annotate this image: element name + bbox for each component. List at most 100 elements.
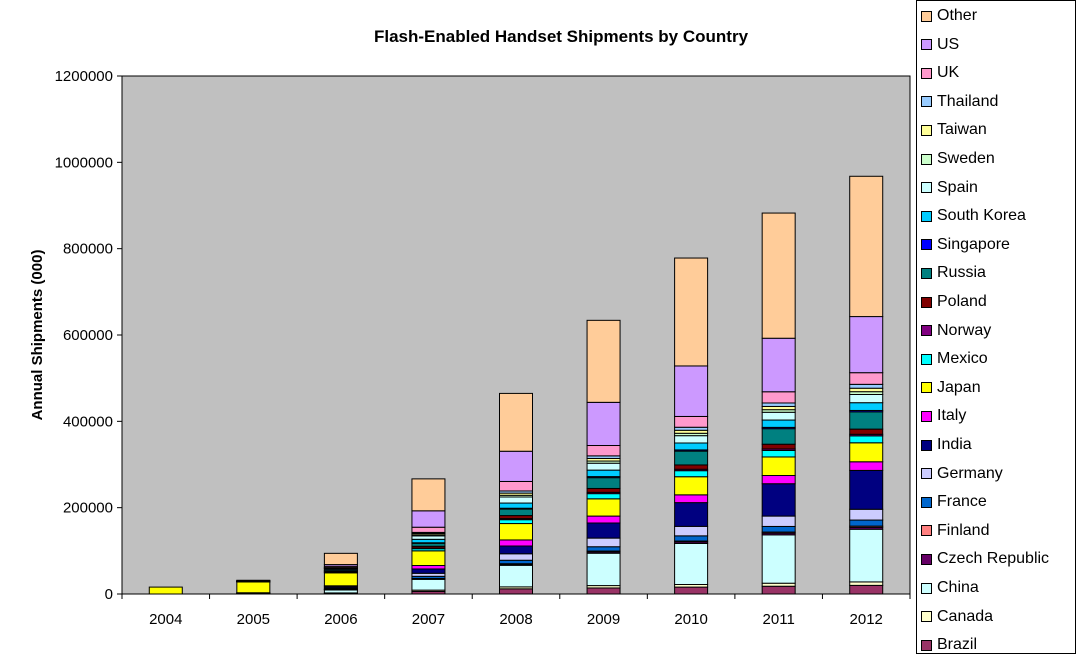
y-tick-label: 600000 xyxy=(63,327,113,344)
bar-segment-india-2008 xyxy=(500,546,533,554)
legend-swatch xyxy=(921,640,932,651)
legend-swatch xyxy=(921,411,932,422)
legend-label: Finland xyxy=(937,522,989,540)
bar-segment-other-2007 xyxy=(412,479,445,511)
bar-segment-other-2010 xyxy=(675,258,708,366)
bar-segment-spain-2009 xyxy=(587,463,620,470)
bar-segment-china-2009 xyxy=(587,553,620,585)
bar-segment-china-2008 xyxy=(500,565,533,587)
legend-item-norway: Norway xyxy=(921,317,991,345)
legend-label: Thailand xyxy=(937,93,998,111)
bar-segment-japan-2008 xyxy=(500,524,533,540)
bar-segment-poland-2010 xyxy=(675,465,708,469)
bar-segment-uk-2007 xyxy=(412,527,445,532)
x-tick-label: 2004 xyxy=(149,611,182,628)
chart: Flash-Enabled Handset Shipments by Count… xyxy=(0,0,916,656)
legend-swatch xyxy=(921,39,932,50)
x-tick-label: 2011 xyxy=(763,611,795,628)
bar-segment-france-2011 xyxy=(762,526,795,532)
y-axis-label: Annual Shipments (000) xyxy=(29,250,46,421)
bar-segment-south-korea-2007 xyxy=(412,539,445,542)
bar-segment-japan-2010 xyxy=(675,477,708,495)
bar-segment-spain-2011 xyxy=(762,412,795,420)
legend-item-brazil: Brazil xyxy=(921,631,977,659)
bar-segment-uk-2010 xyxy=(675,416,708,427)
bar-segment-us-2008 xyxy=(500,451,533,481)
bar-segment-other-2011 xyxy=(762,213,795,338)
bar-segment-china-2010 xyxy=(675,543,708,584)
legend-label: Japan xyxy=(937,379,981,397)
bar-segment-spain-2008 xyxy=(500,497,533,503)
legend-label: Poland xyxy=(937,293,987,311)
legend-item-canada: Canada xyxy=(921,603,993,631)
bar-segment-us-2010 xyxy=(675,366,708,417)
bar-segment-uk-2012 xyxy=(850,373,883,385)
legend-item-us: US xyxy=(921,31,959,59)
bar-segment-japan-2011 xyxy=(762,457,795,476)
x-tick-label: 2012 xyxy=(850,611,883,628)
legend-swatch xyxy=(921,325,932,336)
bar-segment-uk-2008 xyxy=(500,481,533,490)
chart-title: Flash-Enabled Handset Shipments by Count… xyxy=(374,27,749,46)
legend-item-spain: Spain xyxy=(921,174,978,202)
legend-item-thailand: Thailand xyxy=(921,88,998,116)
legend-label: Russia xyxy=(937,264,986,282)
x-tick-label: 2005 xyxy=(237,611,270,628)
legend-item-sweden: Sweden xyxy=(921,145,995,173)
bar-segment-japan-2007 xyxy=(412,551,445,566)
bar-segment-japan-2004 xyxy=(149,587,182,594)
legend-swatch xyxy=(921,11,932,22)
y-tick-label: 1000000 xyxy=(55,154,113,171)
legend-swatch xyxy=(921,68,932,79)
bar-segment-south-korea-2010 xyxy=(675,443,708,450)
legend-swatch xyxy=(921,440,932,451)
bar-segment-france-2008 xyxy=(500,560,533,563)
bar-segment-france-2010 xyxy=(675,536,708,541)
legend-swatch xyxy=(921,468,932,479)
bar-segment-italy-2010 xyxy=(675,495,708,503)
legend-swatch xyxy=(921,525,932,536)
bar-segment-france-2009 xyxy=(587,547,620,551)
bar-segment-south-korea-2012 xyxy=(850,403,883,411)
bar-segment-germany-2008 xyxy=(500,554,533,560)
bar-segment-brazil-2008 xyxy=(500,589,533,594)
legend-item-mexico: Mexico xyxy=(921,345,988,373)
bar-segment-other-2012 xyxy=(850,176,883,316)
bar-segment-poland-2011 xyxy=(762,444,795,449)
legend-swatch xyxy=(921,497,932,508)
bar-segment-russia-2011 xyxy=(762,429,795,445)
bar-segment-thailand-2012 xyxy=(850,384,883,388)
bar-segment-mexico-2010 xyxy=(675,471,708,477)
bar-segment-russia-2010 xyxy=(675,451,708,465)
legend-swatch xyxy=(921,583,932,594)
legend-swatch xyxy=(921,382,932,393)
legend-swatch xyxy=(921,268,932,279)
legend-item-china: China xyxy=(921,574,979,602)
legend-label: Norway xyxy=(937,322,991,340)
y-tick-label: 400000 xyxy=(63,413,113,430)
bar-segment-china-2012 xyxy=(850,529,883,582)
legend-item-other: Other xyxy=(921,2,977,30)
bar-segment-poland-2009 xyxy=(587,488,620,492)
legend-item-singapore: Singapore xyxy=(921,231,1010,259)
legend-swatch xyxy=(921,96,932,107)
legend-label: Taiwan xyxy=(937,121,987,139)
legend-label: India xyxy=(937,436,972,454)
legend-label: Other xyxy=(937,7,977,25)
legend-swatch xyxy=(921,297,932,308)
legend-item-germany: Germany xyxy=(921,460,1003,488)
bar-segment-china-2007 xyxy=(412,579,445,590)
bar-segment-india-2011 xyxy=(762,484,795,516)
legend-item-india: India xyxy=(921,431,972,459)
legend-swatch xyxy=(921,611,932,622)
bar-segment-brazil-2012 xyxy=(850,585,883,594)
bar-segment-poland-2012 xyxy=(850,429,883,434)
bar-segment-france-2012 xyxy=(850,520,883,526)
legend-item-russia: Russia xyxy=(921,259,986,287)
bar-segment-canada-2012 xyxy=(850,582,883,585)
bar-segment-india-2009 xyxy=(587,523,620,538)
bar-segment-brazil-2009 xyxy=(587,588,620,594)
legend-swatch xyxy=(921,211,932,222)
bar-segment-italy-2011 xyxy=(762,476,795,484)
